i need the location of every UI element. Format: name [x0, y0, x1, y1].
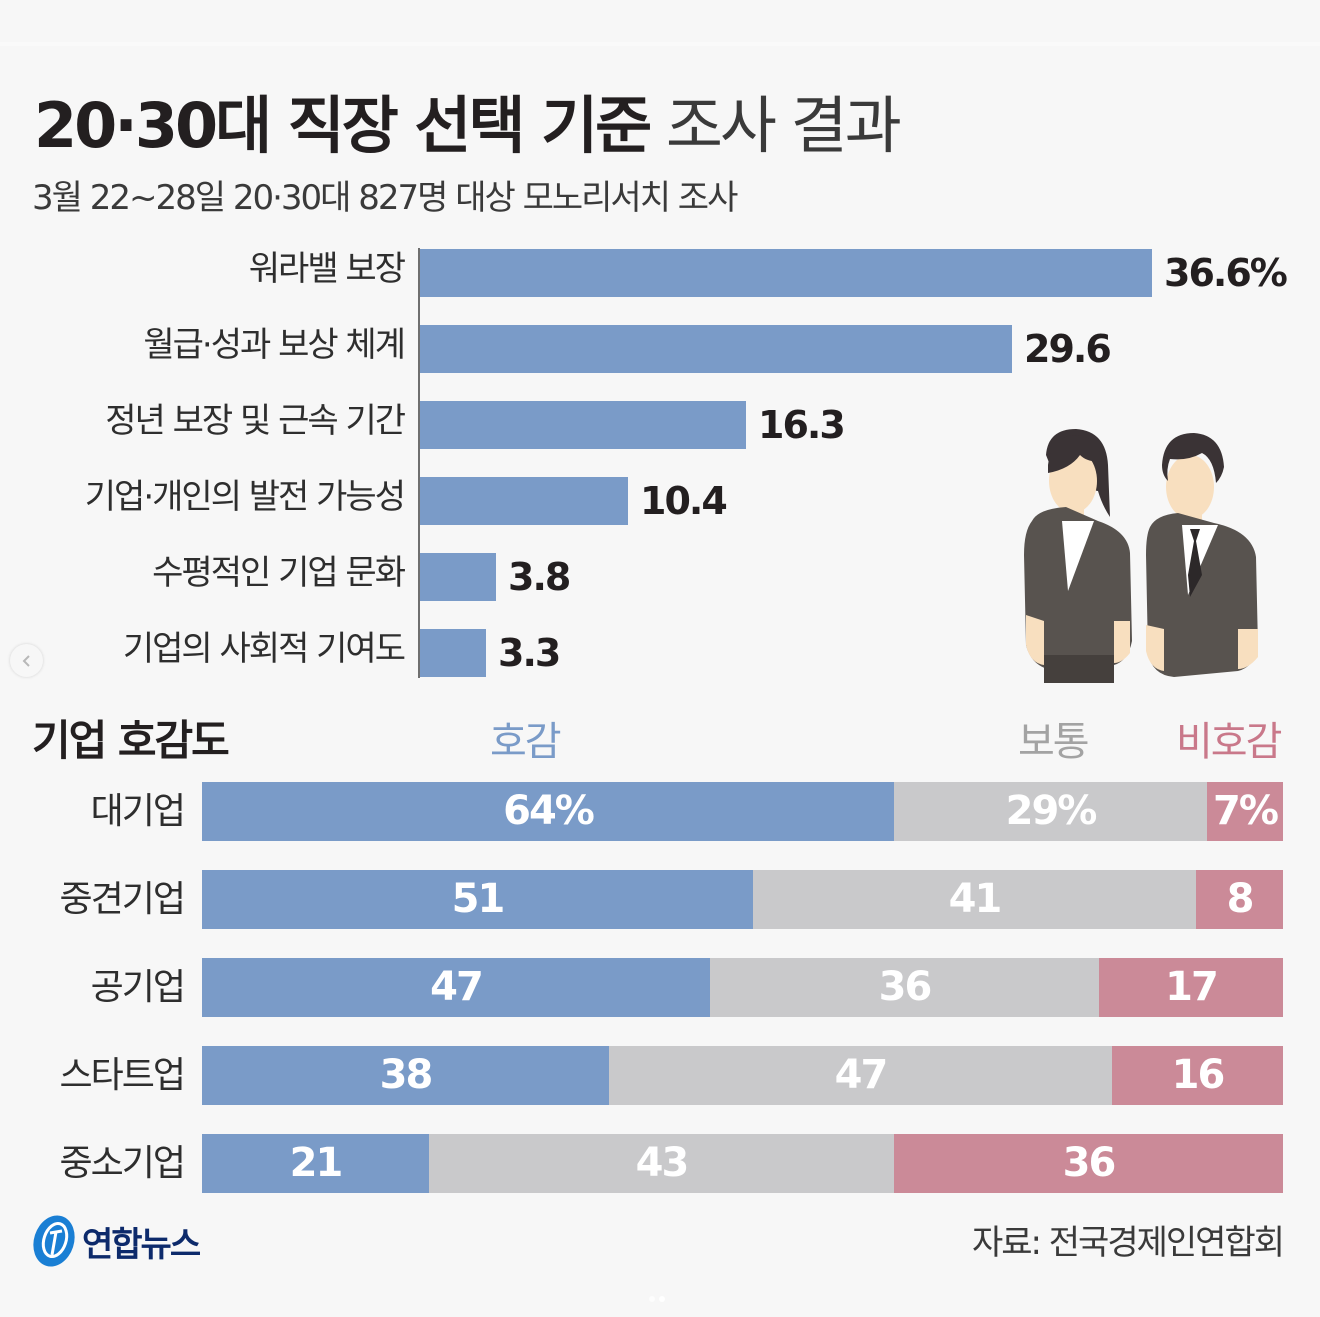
value-label: 3.8 [508, 553, 569, 601]
favorability-heading: 기업 호감도 [32, 714, 228, 768]
value-label: 36.6% [1164, 249, 1286, 297]
category-label: 수평적인 기업 문화 [152, 549, 404, 597]
row-label: 중견기업 [60, 870, 184, 930]
source-note: 자료: 전국경제인연합회 [972, 1220, 1283, 1266]
subtitle: 3월 22~28일 20·30대 827명 대상 모노리서치 조사 [32, 176, 736, 220]
segment-neutral: 43 [429, 1134, 894, 1193]
segment-unfavorable: 16 [1112, 1046, 1283, 1105]
woman-figure [1024, 429, 1132, 683]
top-divider [0, 42, 1320, 46]
man-figure [1146, 433, 1258, 677]
segment-favorable: 64% [202, 782, 894, 841]
category-label: 정년 보장 및 근속 기간 [105, 397, 404, 445]
segment-favorable: 21 [202, 1134, 429, 1193]
segment-unfavorable: 17 [1099, 958, 1283, 1017]
legend-unfavorable: 비호감 [1176, 718, 1280, 766]
segment-unfavorable: 36 [894, 1134, 1283, 1193]
yonhap-logo: 연합뉴스 [30, 1213, 199, 1269]
segment-unfavorable: 8 [1196, 870, 1283, 929]
bar [420, 629, 486, 677]
segment-unfavorable: 7% [1207, 782, 1283, 841]
carousel-dot[interactable] [649, 1296, 655, 1302]
bar [420, 477, 628, 525]
chevron-left-icon [21, 654, 33, 668]
prev-slide-button[interactable] [10, 644, 43, 677]
y-axis-line [418, 248, 420, 678]
bar [420, 249, 1152, 297]
bar [420, 553, 496, 601]
office-workers-illustration [1018, 425, 1274, 683]
logo-text: 연합뉴스 [82, 1217, 199, 1266]
segment-neutral: 29% [894, 782, 1207, 841]
segment-favorable: 38 [202, 1046, 609, 1105]
category-label: 기업·개인의 발전 가능성 [85, 473, 404, 521]
bar [420, 401, 746, 449]
value-label: 3.3 [498, 629, 559, 677]
value-label: 10.4 [640, 477, 726, 525]
category-label: 워라밸 보장 [249, 245, 404, 293]
segment-neutral: 41 [753, 870, 1196, 929]
value-label: 29.6 [1024, 325, 1110, 373]
carousel-dots [649, 1296, 665, 1302]
segment-neutral: 47 [609, 1046, 1112, 1105]
page-title: 20·30대 직장 선택 기준 조사 결과 [34, 88, 899, 164]
legend-neutral: 보통 [1018, 718, 1088, 766]
segment-favorable: 47 [202, 958, 710, 1017]
row-label: 중소기업 [60, 1134, 184, 1194]
row-label: 공기업 [91, 958, 184, 1018]
legend-favorable: 호감 [490, 718, 560, 766]
bar [420, 325, 1012, 373]
row-label: 대기업 [91, 782, 184, 842]
category-label: 기업의 사회적 기여도 [123, 625, 404, 673]
category-label: 월급·성과 보상 체계 [143, 321, 404, 369]
value-label: 16.3 [758, 401, 844, 449]
segment-neutral: 36 [710, 958, 1099, 1017]
yonhap-logo-icon [30, 1213, 78, 1269]
carousel-dot-active[interactable] [659, 1296, 665, 1302]
title-light: 조사 결과 [666, 89, 899, 162]
segment-favorable: 51 [202, 870, 753, 929]
title-bold: 20·30대 직장 선택 기준 [34, 89, 649, 162]
row-label: 스타트업 [60, 1046, 184, 1106]
